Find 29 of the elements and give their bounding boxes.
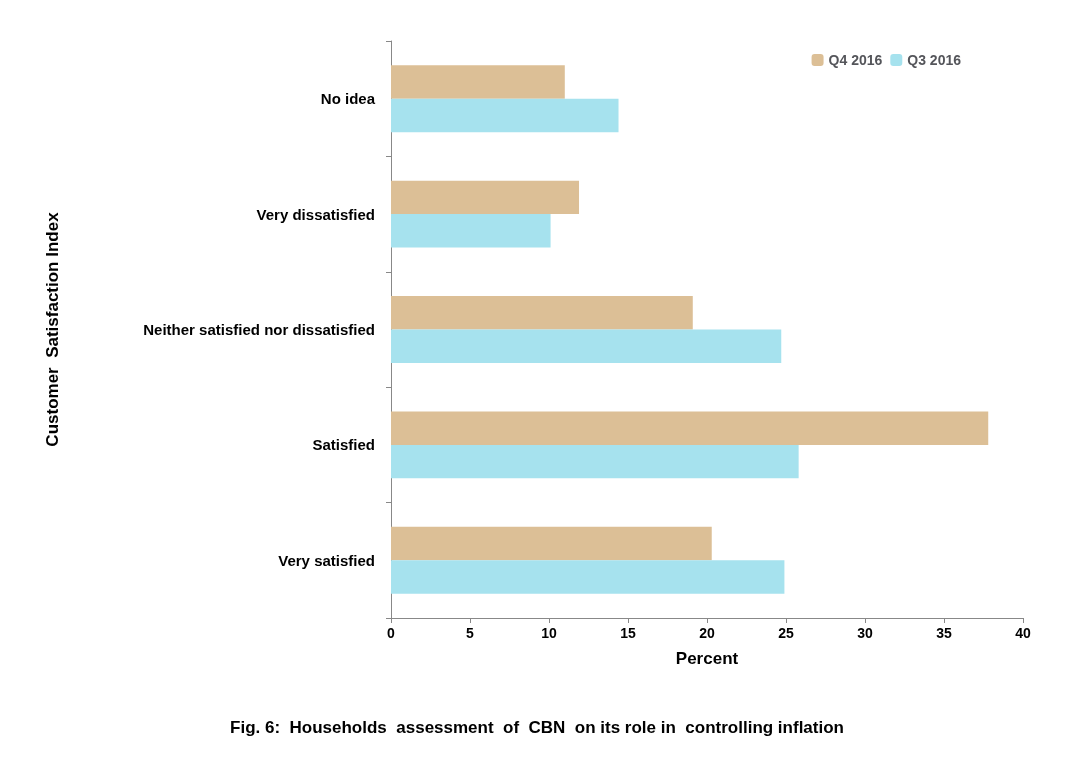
x-tick-label: 20 bbox=[699, 625, 715, 641]
y-tick-label: Very dissatisfied bbox=[256, 205, 375, 223]
bar bbox=[391, 98, 619, 133]
x-tick-label: 30 bbox=[857, 625, 873, 641]
legend-label: Q3 2016 bbox=[907, 52, 962, 68]
x-tick-label: 40 bbox=[1015, 625, 1031, 641]
bar bbox=[391, 560, 785, 594]
bar bbox=[391, 180, 580, 215]
y-tick-label: No idea bbox=[320, 90, 376, 108]
x-tick-label: 25 bbox=[778, 625, 794, 641]
bar bbox=[391, 214, 551, 248]
x-axis-title: Percent bbox=[675, 649, 739, 668]
bar bbox=[391, 329, 782, 363]
bar bbox=[391, 411, 989, 445]
x-tick-label: 0 bbox=[387, 625, 396, 641]
x-tick-label: 15 bbox=[620, 625, 636, 641]
x-tick-label: 5 bbox=[466, 625, 475, 641]
text: Fig. 6: Households assessment of CBN on its role in controlling inflation bbox=[230, 718, 844, 737]
y-tick-label: Satisfied bbox=[312, 436, 375, 454]
y-axis-title: Customer Satisfaction Index bbox=[43, 211, 62, 447]
y-tick-label: Neither satisfied nor dissatisfied bbox=[143, 321, 375, 338]
legend-label: Q4 2016 bbox=[828, 52, 883, 68]
bar bbox=[391, 296, 693, 330]
x-tick-label: 10 bbox=[541, 625, 557, 641]
x-tick-label: 35 bbox=[936, 625, 952, 641]
bar bbox=[391, 444, 799, 479]
bar bbox=[391, 526, 712, 561]
bar bbox=[391, 65, 565, 99]
y-tick-label: Very satisfied bbox=[278, 551, 375, 569]
